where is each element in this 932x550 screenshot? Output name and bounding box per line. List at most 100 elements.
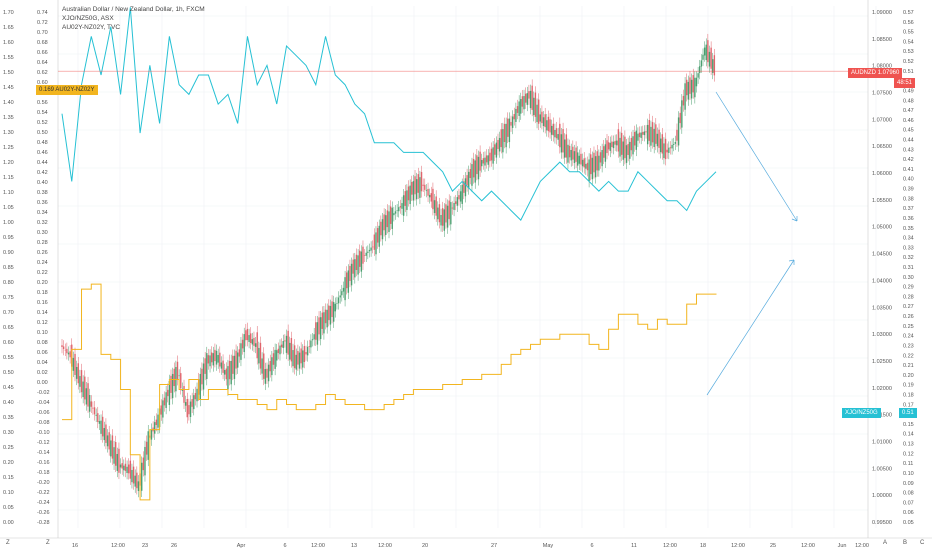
candle-body — [254, 343, 257, 347]
left-inner-tick: 0.28 — [37, 240, 48, 246]
left-inner-tick: -0.12 — [37, 440, 50, 446]
candle-body — [494, 144, 496, 155]
left-outer-tick: 0.90 — [3, 250, 14, 256]
candle-body — [191, 399, 193, 407]
right-outer-tick: 0.33 — [903, 245, 914, 251]
candle-body — [695, 77, 698, 87]
left-inner-tick: -0.02 — [37, 390, 50, 396]
candle-body — [655, 124, 657, 144]
candle-body — [62, 346, 65, 350]
candle-body — [284, 340, 286, 342]
left-outer-tick: 0.05 — [3, 505, 14, 511]
left-outer-tick: 0.70 — [3, 310, 14, 316]
left-inner-tick: -0.20 — [37, 480, 50, 486]
left-outer-tick: 0.50 — [3, 370, 14, 376]
corner-z-left[interactable]: Z — [6, 540, 10, 546]
candle-body — [555, 128, 558, 139]
candle-body — [564, 139, 566, 158]
candle-body — [315, 322, 317, 340]
candle-body — [238, 349, 241, 357]
time-axis: 16 12:00 23 26 Apr 6 12:00 13 12:00 20 27 May 6 11 12:… — [72, 543, 869, 549]
candle-body — [336, 303, 338, 304]
time-tick: 25 — [770, 543, 776, 549]
spread-tag-value: 0.169 — [39, 87, 55, 93]
candle-body — [202, 363, 205, 390]
right-outer-tick: 0.52 — [903, 59, 914, 65]
audnzd-tag-label: AUDNZD — [851, 70, 876, 76]
candle-body — [215, 350, 218, 365]
audnzd-tag-value: 1.07960 — [877, 70, 900, 76]
candle-body — [272, 353, 275, 365]
corner-z-left2[interactable]: Z — [46, 540, 50, 546]
candle-body — [570, 149, 572, 161]
candle-body — [456, 197, 459, 206]
candle-body — [302, 350, 304, 368]
candle-body — [266, 368, 268, 378]
candle-body — [245, 330, 247, 341]
candle-body — [616, 140, 618, 146]
xjo-tag-value: 0.51 — [902, 410, 914, 416]
candle-body — [484, 157, 486, 166]
candle-body — [233, 355, 236, 379]
candle-body — [707, 40, 709, 63]
candle-body — [573, 151, 576, 164]
candle-body — [376, 228, 379, 243]
right-inner-tick: 1.01000 — [872, 439, 892, 445]
legend: Australian Dollar / New Zealand Dollar, … — [62, 5, 205, 32]
left-inner-tick: 0.08 — [37, 340, 48, 346]
candle-body — [603, 146, 605, 158]
right-outer-tick: 0.54 — [903, 39, 914, 45]
candle-body — [411, 182, 413, 195]
candle-body — [612, 141, 615, 149]
candle-body — [393, 213, 395, 216]
candle-body — [261, 358, 263, 374]
candle-body — [526, 93, 528, 105]
candle-body — [346, 272, 348, 289]
candle-body — [227, 366, 229, 390]
candle-body — [567, 144, 569, 163]
right-outer-tick: 0.09 — [903, 481, 914, 487]
right-inner-tick: 1.00500 — [872, 466, 892, 472]
right-inner-tick: 0.99500 — [872, 520, 892, 526]
right-inner-tick: 1.04000 — [872, 278, 892, 284]
candle-body — [443, 209, 446, 231]
candle-body — [118, 448, 120, 473]
candle-body — [378, 225, 380, 247]
right-inner-tick: 1.06000 — [872, 171, 892, 177]
candle-body — [232, 355, 234, 374]
legend-series2: XJO/NZ50G, ASX — [62, 15, 114, 22]
candle-body — [409, 185, 411, 205]
candle-body — [136, 472, 138, 489]
corner-a[interactable]: A — [883, 540, 888, 546]
left-inner-tick: 0.04 — [37, 360, 48, 366]
candle-body — [622, 141, 624, 160]
candle-body — [453, 202, 455, 210]
candle-body — [546, 120, 548, 131]
candle-body — [469, 169, 472, 178]
left-inner-tick: 0.72 — [37, 20, 48, 26]
candle-body — [516, 106, 519, 113]
left-outer-tick: 0.45 — [3, 385, 14, 391]
candle-body — [614, 140, 616, 145]
candle-body — [468, 171, 470, 189]
audnzd-count: 48:51 — [897, 80, 913, 86]
candle-body — [676, 129, 678, 141]
candle-body — [463, 181, 465, 193]
candle-body — [155, 419, 158, 426]
candle-body — [640, 132, 642, 138]
time-tick: 12:00 — [663, 543, 677, 549]
candle-body — [295, 354, 297, 370]
left-inner-tick: 0.12 — [37, 320, 48, 326]
corner-c[interactable]: C — [920, 540, 925, 546]
candle-body — [391, 207, 393, 229]
corner-b[interactable]: B — [903, 540, 908, 546]
right-inner-tick: 1.05000 — [872, 225, 892, 231]
candle-body — [415, 179, 418, 200]
candle-body — [458, 195, 460, 200]
right-outer-tick: 0.28 — [903, 294, 914, 300]
candle-body — [271, 357, 273, 376]
candle-body — [347, 270, 350, 293]
candle-body — [666, 149, 668, 153]
candle-body — [189, 401, 192, 417]
right-inner-axis: 1.09000 1.08500 1.08000 1.07500 1.07000 1.065… — [872, 10, 892, 526]
